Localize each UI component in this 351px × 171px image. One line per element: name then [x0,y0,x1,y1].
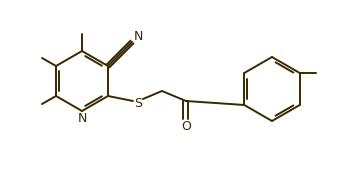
Text: O: O [181,120,191,133]
Text: N: N [133,30,143,43]
Text: S: S [134,96,142,109]
Text: N: N [77,111,87,124]
